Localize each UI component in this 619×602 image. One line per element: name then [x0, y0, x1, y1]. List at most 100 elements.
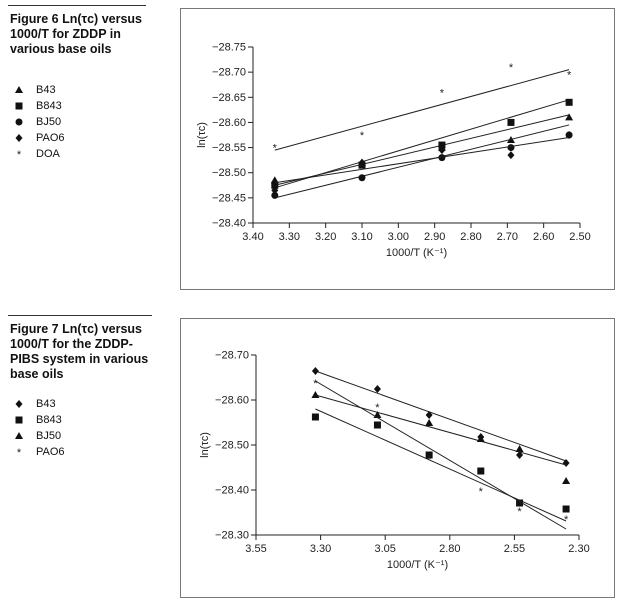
x-tick-label: 3.40	[242, 231, 263, 243]
legend-label: PAO6	[36, 132, 65, 144]
trendline-b43	[315, 370, 567, 462]
data-point-b43	[565, 113, 574, 121]
legend-label: DOA	[36, 148, 60, 160]
figure6-legend: B43 B843 BJ50 PAO6 * DOA	[14, 82, 65, 162]
data-point-pao6: *	[375, 402, 380, 414]
data-point-bj50	[438, 154, 446, 162]
trendline-b843	[315, 408, 567, 522]
y-tick-label: −28.75	[212, 42, 246, 54]
legend-item: PAO6	[14, 130, 65, 146]
square-legend-marker	[15, 416, 23, 424]
circle-legend-marker	[15, 118, 23, 126]
data-point-bj50	[358, 174, 366, 182]
data-point-b843	[311, 413, 319, 421]
data-point-doa: *	[273, 143, 278, 155]
x-tick-label: 3.30	[279, 231, 300, 243]
data-point-pao6	[438, 146, 446, 155]
figure6-chart: −28.75 −28.70 −28.65 −28.60 −28.55 −28.50 −28.…	[196, 42, 591, 260]
data-point-pao6: *	[479, 486, 484, 498]
data-point-pao6: *	[564, 514, 569, 526]
x-tick-label: 2.60	[533, 231, 554, 243]
triangle-legend-marker	[15, 86, 23, 93]
data-point-b43	[373, 385, 381, 393]
legend-label: B43	[36, 398, 56, 410]
figure6-caption-line2: 1000/T for ZDDP in	[10, 27, 121, 41]
data-point-b43	[562, 459, 570, 467]
data-point-pao6: *	[427, 454, 432, 466]
data-point-doa: *	[360, 130, 365, 142]
star-marker-icon: *	[14, 447, 36, 457]
legend-label: B843	[36, 414, 62, 426]
data-point-bj50	[507, 144, 515, 152]
x-tick-label: 3.00	[388, 231, 409, 243]
data-point-b43	[270, 176, 279, 184]
y-tick-label: −28.70	[215, 350, 249, 362]
data-point-pao6	[358, 158, 366, 167]
x-tick-label: 2.80	[460, 231, 481, 243]
figure7-chart: −28.70 −28.60 −28.50 −28.40 −28.303.55 3.30 3.…	[199, 350, 590, 572]
data-point-doa: *	[509, 62, 514, 74]
legend-label: B43	[36, 84, 56, 96]
x-tick-label: 2.90	[424, 231, 445, 243]
data-point-bj50	[271, 191, 279, 199]
legend-item: B843	[14, 412, 65, 428]
trendline-b843	[274, 99, 570, 189]
circle-marker-icon	[14, 117, 36, 127]
x-tick-label: 2.55	[504, 543, 525, 555]
figure7-caption-line3: PIBS system in various	[10, 352, 149, 366]
data-point-b843	[477, 467, 485, 475]
square-marker-icon	[14, 101, 36, 111]
trendline-pao6	[315, 380, 567, 530]
diamond-marker-icon	[14, 399, 36, 409]
star-legend-marker: *	[17, 447, 22, 457]
caption-rule	[8, 315, 153, 316]
legend-item: * PAO6	[14, 444, 65, 460]
y-tick-label: −28.30	[215, 530, 249, 542]
data-point-pao6	[271, 186, 279, 195]
data-point-b843	[373, 421, 381, 429]
data-point-bj50	[515, 445, 524, 452]
data-point-doa: *	[440, 87, 445, 99]
x-tick-label: 2.30	[568, 543, 589, 555]
y-axis-label: ln(τc)	[196, 122, 208, 148]
legend-label: PAO6	[36, 446, 65, 458]
star-legend-marker: *	[17, 149, 22, 159]
data-point-b843	[271, 181, 279, 189]
data-point-pao6: *	[313, 378, 318, 390]
y-axis-label: ln(τc)	[199, 432, 211, 458]
figure6-caption-line1: Figure 6 Ln(τc) versus	[10, 12, 143, 26]
figure7-legend: B43 B843 BJ50 * PAO6	[14, 396, 65, 460]
star-marker-icon: *	[14, 149, 36, 159]
legend-item: B843	[14, 98, 65, 114]
figure7-panel: −28.70 −28.60 −28.50 −28.40 −28.30 3.55 3.30 3.…	[180, 318, 615, 598]
legend-item: BJ50	[14, 428, 65, 444]
y-tick-label: −28.45	[212, 192, 246, 204]
y-tick-label: −28.40	[215, 485, 249, 497]
data-point-b43	[311, 367, 319, 375]
data-point-b843	[562, 505, 570, 513]
trendline-pao6	[274, 137, 570, 184]
trendline-doa	[274, 69, 570, 151]
x-tick-label: 2.80	[439, 543, 460, 555]
caption-rule	[8, 5, 147, 6]
triangle-marker-icon	[14, 85, 36, 95]
figure6-caption-line3: various base oils	[10, 42, 112, 56]
x-tick-label: 3.55	[245, 543, 266, 555]
y-tick-label: −28.40	[212, 218, 246, 230]
data-point-bj50	[425, 419, 434, 426]
data-point-b843	[438, 141, 446, 149]
square-legend-marker	[15, 102, 23, 110]
x-axis-label: 1000/T (K⁻¹)	[387, 559, 448, 571]
x-tick-label: 3.30	[310, 543, 331, 555]
data-point-doa: *	[567, 70, 572, 82]
y-tick-label: −28.55	[212, 142, 246, 154]
y-tick-label: −28.60	[212, 117, 246, 129]
data-point-b843	[507, 118, 515, 126]
figure7-caption-line4: base oils	[10, 367, 64, 381]
y-tick-label: −28.50	[212, 167, 246, 179]
legend-item: B43	[14, 396, 65, 412]
x-tick-label: 3.05	[374, 543, 395, 555]
figure7-caption-line2: 1000/T for the ZDDP-	[10, 337, 133, 351]
x-tick-label: 3.20	[315, 231, 336, 243]
x-axis-label: 1000/T (K⁻¹)	[386, 247, 447, 259]
